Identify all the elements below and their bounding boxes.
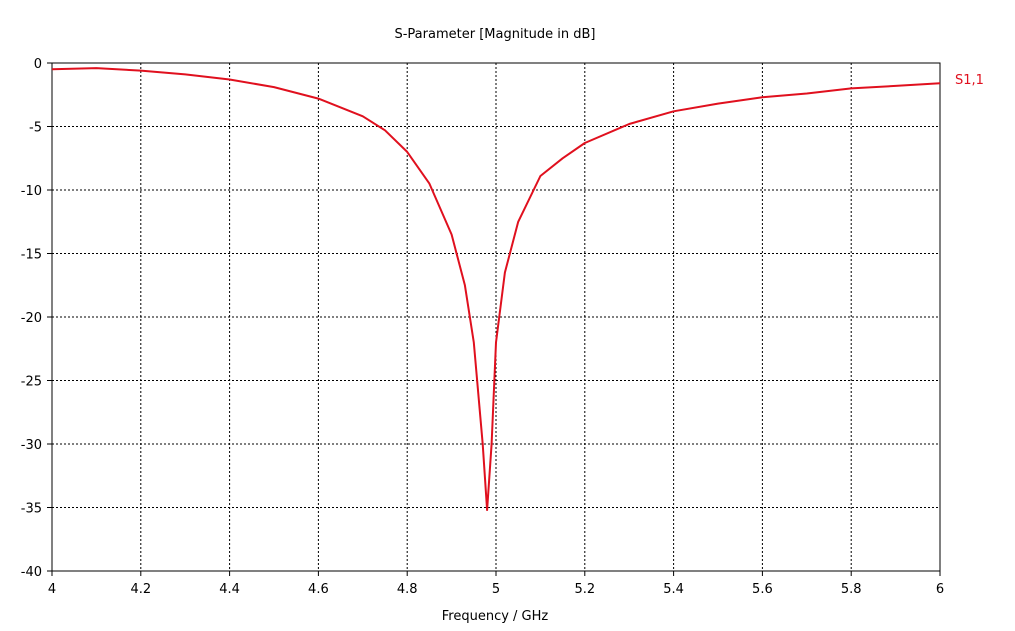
y-tick-label: 0	[34, 57, 42, 72]
chart-title: S-Parameter [Magnitude in dB]	[394, 27, 595, 42]
x-tick-label: 5.6	[752, 582, 773, 597]
y-tick-label: -5	[29, 121, 42, 136]
x-tick-label: 5.8	[841, 582, 862, 597]
x-tick-label: 5.2	[574, 582, 595, 597]
x-tick-label: 5	[492, 582, 500, 597]
y-tick-label: -15	[21, 248, 42, 263]
x-tick-label: 4.4	[219, 582, 240, 597]
y-tick-label: -40	[21, 565, 42, 580]
series-line-s11	[51, 67, 941, 511]
y-tick-label: -25	[21, 375, 42, 390]
x-tick-label: 5.4	[663, 582, 684, 597]
x-tick-label: 4.2	[130, 582, 151, 597]
y-axis-ticks: 0 -5 -10 -15 -20 -25 -30 -35 -40	[21, 57, 52, 580]
x-tick-label: 4.6	[308, 582, 329, 597]
x-tick-label: 6	[936, 582, 944, 597]
y-tick-label: -30	[21, 438, 42, 453]
x-tick-label: 4	[48, 582, 56, 597]
y-tick-label: -35	[21, 502, 42, 517]
legend-entry-s11: S1,1	[955, 73, 984, 88]
x-axis-label: Frequency / GHz	[442, 609, 549, 624]
x-tick-label: 4.8	[397, 582, 418, 597]
x-axis-ticks: 4 4.2 4.4 4.6 4.8 5 5.2 5.4 5.6 5.8 6	[48, 571, 944, 597]
grid-lines	[52, 63, 940, 571]
y-tick-label: -10	[21, 184, 42, 199]
y-tick-label: -20	[21, 311, 42, 326]
